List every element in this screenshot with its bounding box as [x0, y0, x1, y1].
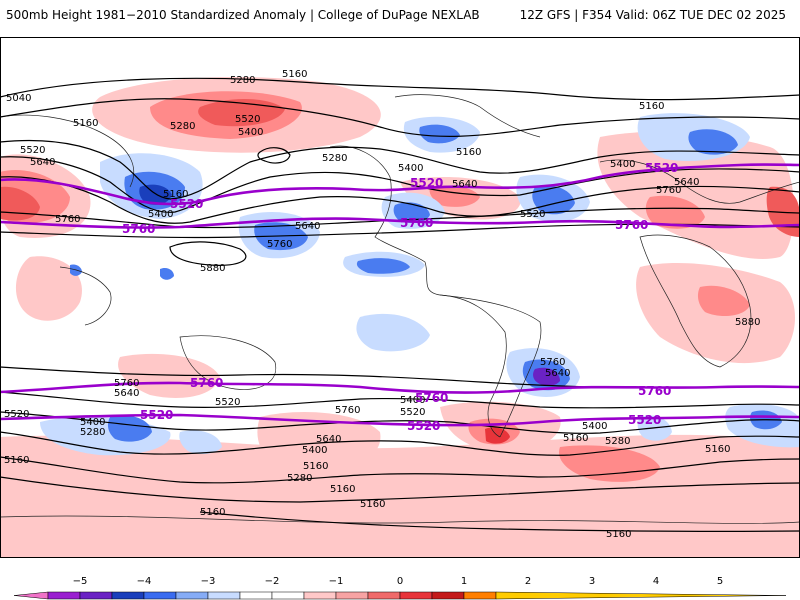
contour-label: 5760 [540, 357, 565, 368]
map-title: 500mb Height 1981−2010 Standardized Anom… [6, 8, 480, 22]
colorbar-segment [111, 591, 145, 600]
colorbar-tick-label: 5 [717, 576, 723, 587]
contour-label: 5160 [73, 118, 98, 129]
colorbar-segment [367, 591, 401, 600]
contour-label: 5160 [456, 147, 481, 158]
reference-label: 5520 [628, 413, 661, 427]
colorbar-segment [239, 591, 273, 600]
colorbar-arrow-left [13, 591, 49, 600]
colorbar-tick-label: 2 [525, 576, 531, 587]
colorbar-segment [399, 591, 433, 600]
contour-label: 5400 [148, 209, 173, 220]
contour-label: 5520 [215, 397, 240, 408]
colorbar-segment [79, 591, 113, 600]
reference-label: 5520 [410, 176, 443, 190]
contour-label: 5640 [295, 221, 320, 232]
colorbar-tick-label: 3 [589, 576, 595, 587]
contour-label: 5160 [705, 444, 730, 455]
contour-label: 5760 [114, 378, 139, 389]
header: 500mb Height 1981−2010 Standardized Anom… [0, 0, 800, 30]
purple-contour-labels: 5520 5520 5520 5760 5760 5760 5760 5760 … [122, 161, 678, 433]
contour-label: 5640 [545, 368, 570, 379]
contour-label: 5400 [238, 127, 263, 138]
contour-label: 5280 [605, 436, 630, 447]
contour-label: 5280 [287, 473, 312, 484]
reference-label: 5520 [645, 161, 678, 175]
contour-label: 5640 [316, 434, 341, 445]
weather-map: 5040 5280 5160 5520 5400 5160 5640 5280 … [0, 37, 800, 558]
colorbar-segment [143, 591, 177, 600]
contour-label: 5040 [6, 93, 31, 104]
colorbar-tick-label: −4 [137, 576, 152, 587]
colorbar-segment [175, 591, 209, 600]
colorbar-tick-label: 4 [653, 576, 659, 587]
colorbar-tick-label: −2 [265, 576, 280, 587]
contour-label: 5400 [398, 163, 423, 174]
contour-label: 5760 [335, 405, 360, 416]
contour-label: 5760 [656, 185, 681, 196]
colorbar-segment [47, 591, 81, 600]
contour-label: 5280 [322, 153, 347, 164]
colorbar-tick-label: −5 [73, 576, 88, 587]
colorbar-segment [303, 591, 337, 600]
contour-label: 5520 [400, 407, 425, 418]
colorbar-ticks: −5 −4 −3 −2 −1 0 1 2 3 4 5 [73, 576, 724, 587]
reference-label: 5760 [615, 218, 648, 232]
contour-label: 5400 [302, 445, 327, 456]
anomaly-colorbar: −5 −4 −3 −2 −1 0 1 2 3 4 5 [13, 576, 787, 600]
colorbar-tick-label: 0 [397, 576, 403, 587]
contour-label: 5160 [303, 461, 328, 472]
contour-label: 5640 [114, 388, 139, 399]
contour-label: 5160 [163, 189, 188, 200]
reference-label: 5760 [190, 376, 223, 390]
reference-label: 5520 [140, 408, 173, 422]
run-info: 12Z GFS | F354 Valid: 06Z TUE DEC 02 202… [519, 8, 786, 22]
contour-label: 5160 [330, 484, 355, 495]
colorbar-tick-label: 1 [461, 576, 467, 587]
colorbar-segment [335, 591, 369, 600]
colorbar-tick-label: −3 [201, 576, 216, 587]
contour-label: 5160 [4, 455, 29, 466]
contour-label: 5160 [282, 69, 307, 80]
colorbar-segment [207, 591, 241, 600]
contour-label: 5160 [200, 507, 225, 518]
contour-label: 5400 [80, 417, 105, 428]
colorbar-segments [13, 591, 787, 600]
reference-label: 5760 [415, 391, 448, 405]
contour-label: 5640 [30, 157, 55, 168]
contour-label: 5640 [452, 179, 477, 190]
colorbar-segment [463, 591, 497, 600]
colorbar-segment [431, 591, 465, 600]
contour-label: 5160 [563, 433, 588, 444]
reference-label: 5520 [170, 197, 203, 211]
colorbar-arrow-right [495, 591, 787, 600]
contour-label: 5280 [170, 121, 195, 132]
reference-label: 5760 [638, 384, 671, 398]
contour-label: 5280 [230, 75, 255, 86]
contour-label: 5400 [400, 395, 425, 406]
contour-label: 5880 [200, 263, 225, 274]
contour-label: 5880 [735, 317, 760, 328]
contour-label: 5520 [235, 114, 260, 125]
contour-label: 5160 [360, 499, 385, 510]
contour-label: 5400 [582, 421, 607, 432]
contour-label: 5520 [520, 209, 545, 220]
contour-label: 5760 [55, 214, 80, 225]
contour-label: 5520 [4, 409, 29, 420]
contour-label: 5160 [639, 101, 664, 112]
contour-label: 5160 [606, 529, 631, 540]
contour-label: 5400 [610, 159, 635, 170]
black-contour-labels: 5040 5280 5160 5520 5400 5160 5640 5280 … [4, 69, 760, 540]
contour-label: 5640 [674, 177, 699, 188]
reference-contours [0, 163, 800, 427]
contour-label: 5280 [80, 427, 105, 438]
colorbar-tick-label: −1 [329, 576, 344, 587]
reference-label: 5760 [122, 222, 155, 236]
contour-label: 5520 [20, 145, 45, 156]
reference-label: 5520 [407, 419, 440, 433]
colorbar-segment [271, 591, 305, 600]
reference-label: 5760 [400, 216, 433, 230]
contour-label: 5760 [267, 239, 292, 250]
